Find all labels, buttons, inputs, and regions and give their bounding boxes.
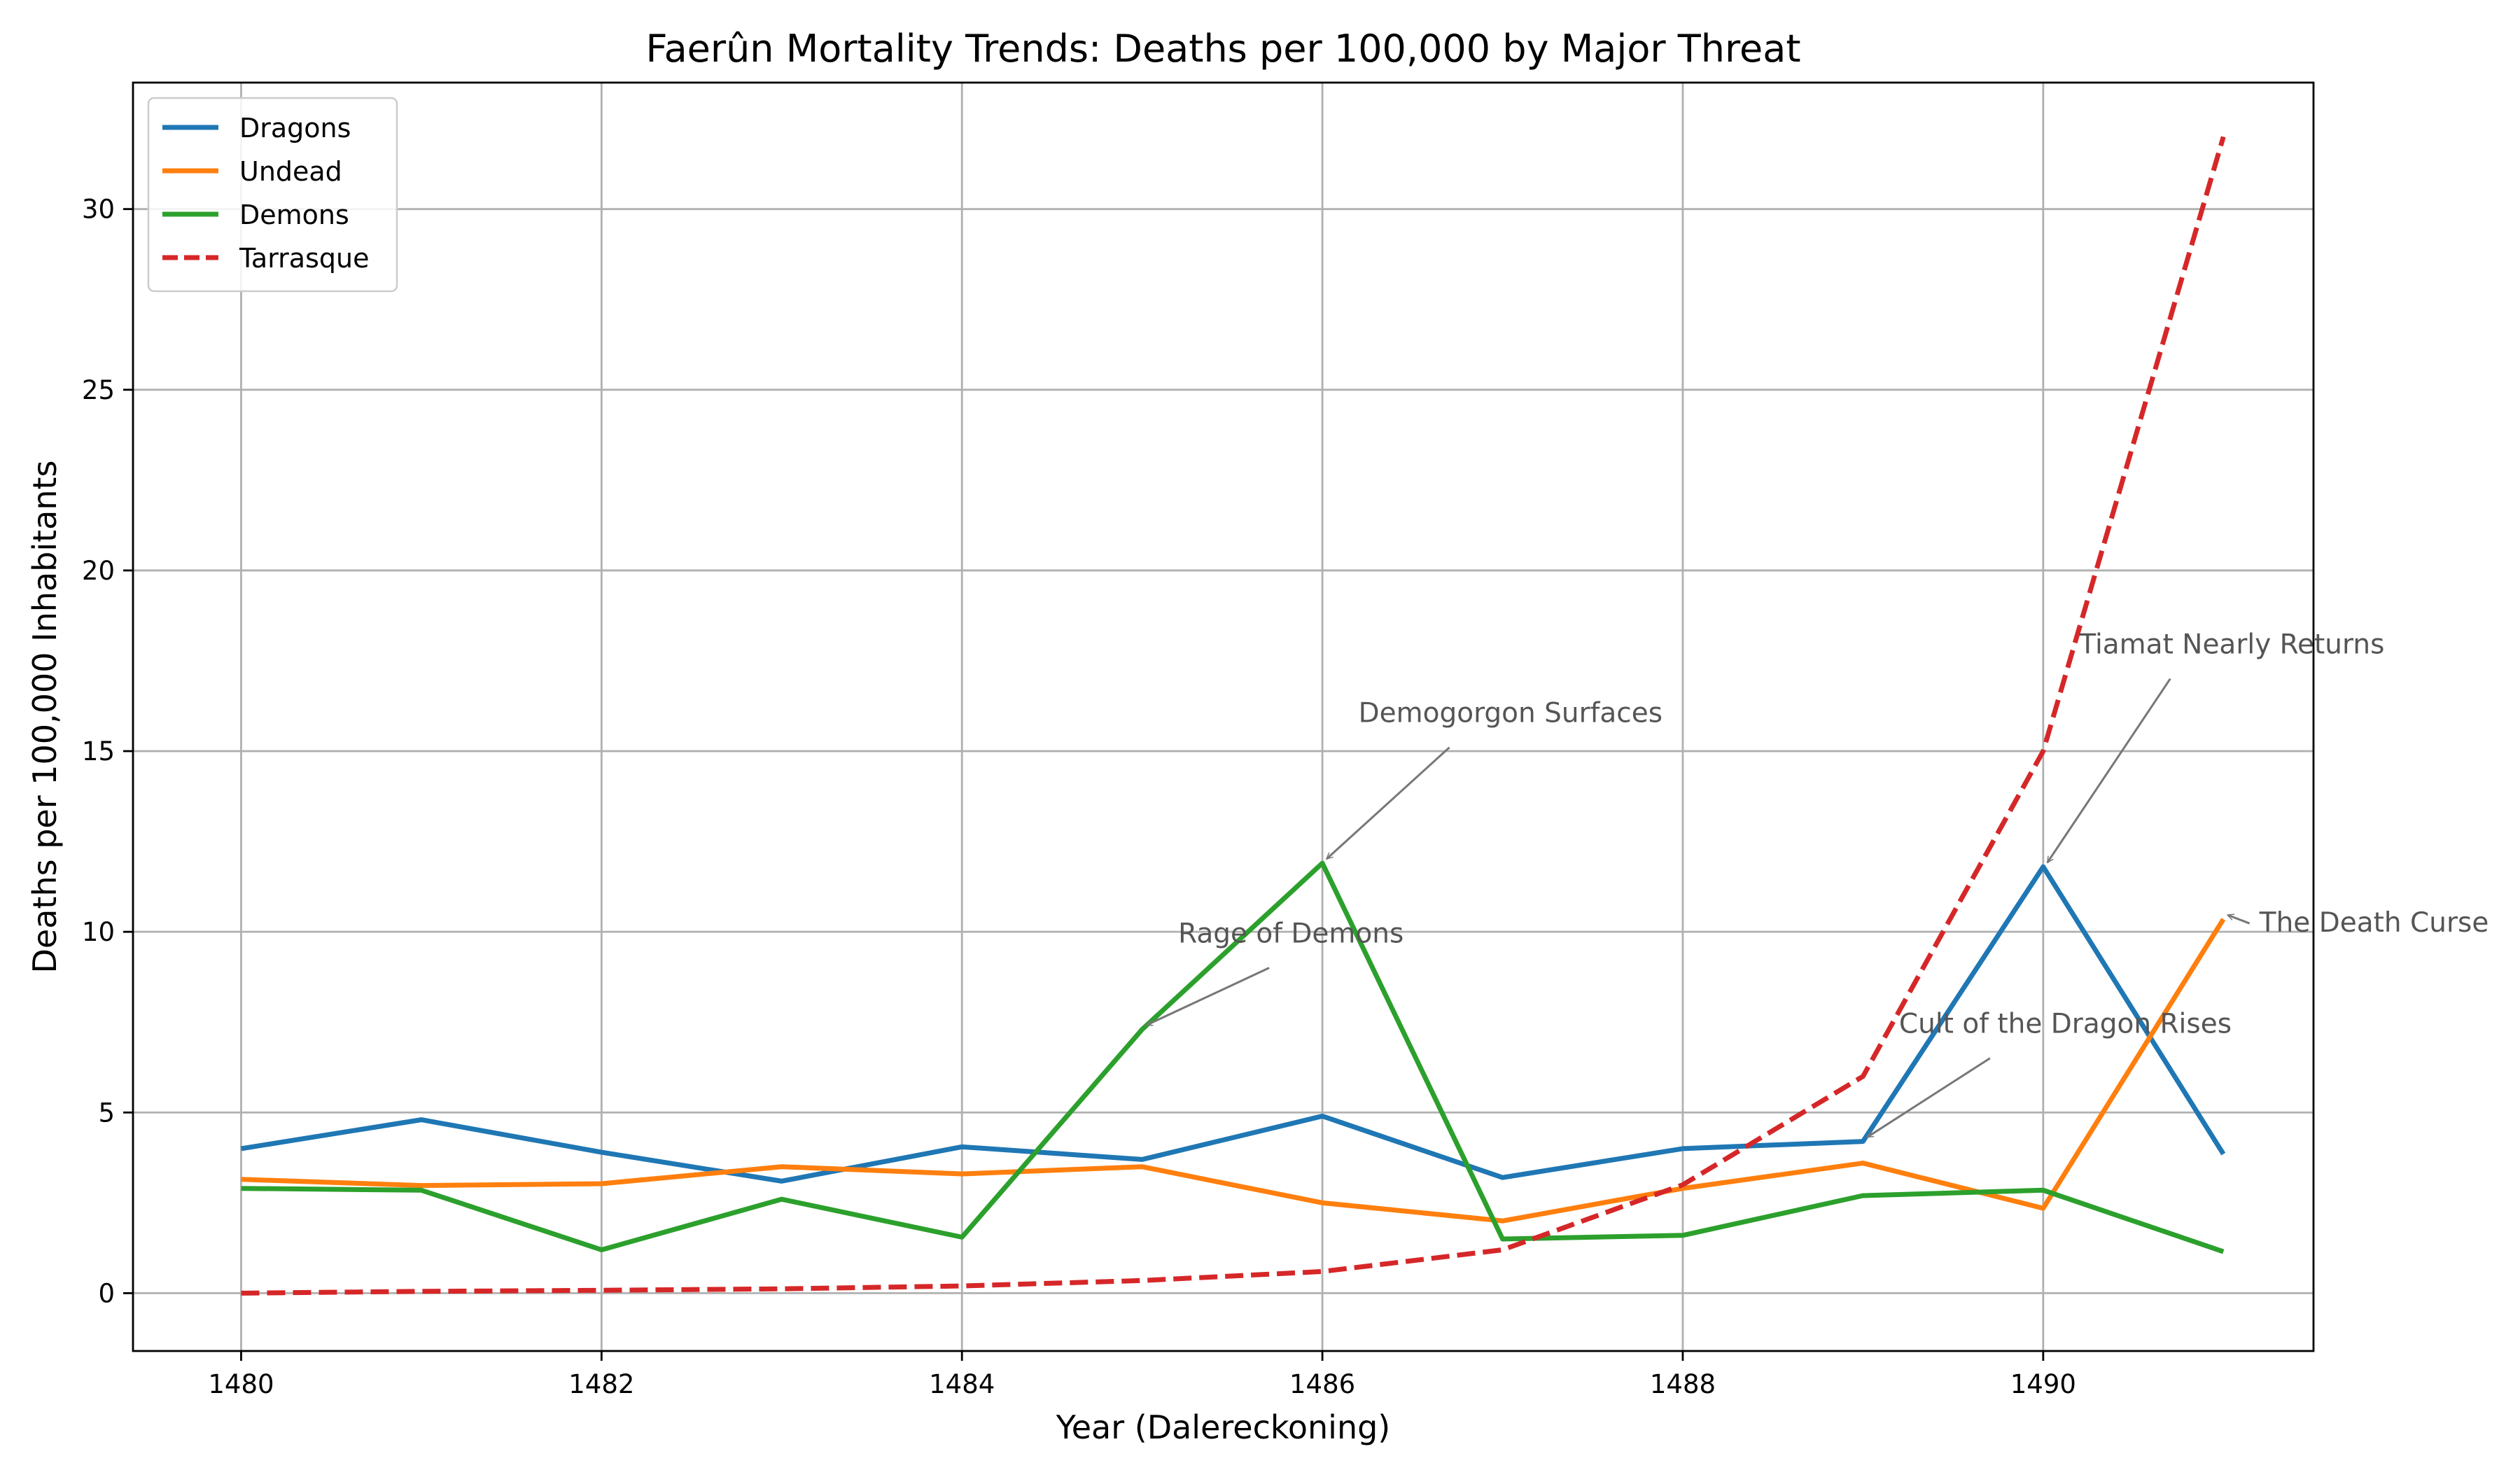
- x-tick-label: 1484: [929, 1369, 995, 1399]
- y-tick-label: 30: [82, 195, 115, 225]
- legend-label-demons: Demons: [239, 200, 349, 230]
- annotation-arrow: [1147, 967, 1270, 1026]
- annotations: Demogorgon Surfaces Rage of Demons Tiamat …: [1147, 629, 2489, 1138]
- annotation-label: Rage of Demons: [1178, 918, 1404, 950]
- legend-label-dragons: Dragons: [239, 113, 351, 144]
- y-tick-label: 5: [98, 1098, 115, 1128]
- series-line-undead: [241, 918, 2226, 1224]
- legend-box: [147, 97, 398, 293]
- axis-ticks: 1480 1482 1484 1486 1488 1490 0 5 10 15 20 25 30: [82, 195, 2076, 1399]
- y-axis-label: Deaths per 100,000 Inhabitants: [26, 461, 64, 974]
- y-tick-label: 10: [82, 917, 115, 947]
- x-tick-label: 1482: [568, 1369, 634, 1399]
- y-tick-label: 20: [82, 556, 115, 586]
- legend-label-undead: Undead: [239, 156, 342, 187]
- grid: [133, 83, 2314, 1351]
- legend: Dragons Undead Demons Tarrasque: [147, 97, 398, 293]
- x-axis-label: Year (Dalereckoning): [1056, 1408, 1391, 1446]
- annotation-arrow: [2046, 678, 2171, 863]
- y-tick-label: 0: [98, 1278, 115, 1308]
- annotation-label: Demogorgon Surfaces: [1359, 698, 1662, 729]
- annotation-label: Cult of the Dragon Rises: [1899, 1009, 2232, 1040]
- legend-label-tarrasque: Tarrasque: [239, 243, 369, 274]
- annotation-label: The Death Curse: [2259, 907, 2489, 939]
- x-tick-label: 1490: [2010, 1369, 2076, 1399]
- annotation-arrow: [1867, 1057, 1991, 1138]
- x-tick-label: 1486: [1289, 1369, 1355, 1399]
- series-lines: [240, 136, 2226, 1296]
- series-line-demons: [241, 860, 2225, 1254]
- series-line-dragons: [240, 864, 2226, 1184]
- y-tick-label: 25: [82, 375, 115, 405]
- annotation-arrow: [2227, 915, 2250, 925]
- y-tick-label: 15: [82, 736, 115, 766]
- chart-title: Faerûn Mortality Trends: Deaths per 100,…: [645, 27, 1800, 71]
- annotation-arrow: [1326, 746, 1450, 860]
- x-tick-label: 1480: [208, 1369, 274, 1399]
- annotation-label: Tiamat Nearly Returns: [2078, 629, 2384, 661]
- x-tick-label: 1488: [1650, 1369, 1716, 1399]
- series-line-tarrasque: [241, 136, 2226, 1296]
- plot-frame: [132, 81, 2315, 1352]
